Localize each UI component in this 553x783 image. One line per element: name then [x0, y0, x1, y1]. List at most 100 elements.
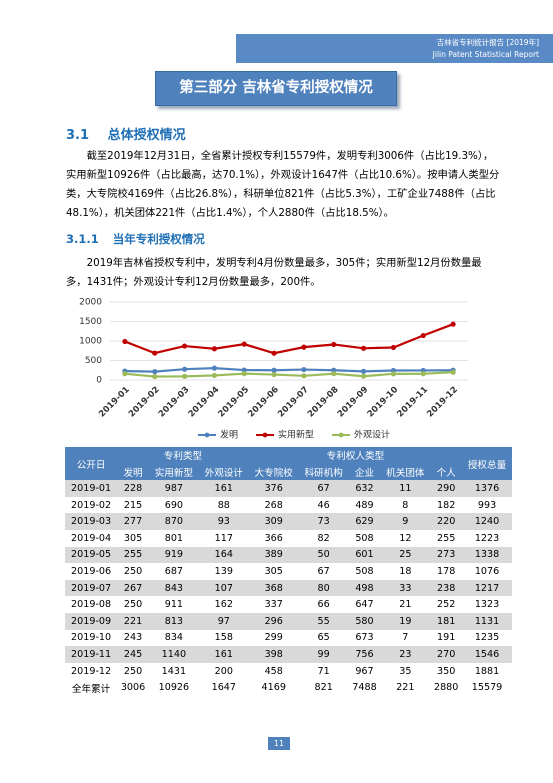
section-heading: 3.1 总体授权情况 [66, 124, 186, 143]
table-row: 2019-10 243 834 158 299 65 673 7 191 1235 [65, 630, 512, 647]
table-cell: 687 [164, 565, 184, 577]
table-cell: 9 [380, 513, 431, 530]
table-cell: 21 [399, 599, 412, 611]
table-cell: 245 [117, 646, 149, 663]
legend-label: 外观设计 [354, 429, 390, 441]
table-cell: 50 [298, 546, 349, 564]
table-cell: 305 [264, 565, 283, 577]
x-tick-label: 2019-11 [395, 385, 430, 420]
table-cell: 756 [348, 646, 381, 663]
table-cell: 2019-07 [65, 579, 118, 597]
header-cell: 实用新型 [148, 463, 199, 481]
header-title: 吉林省专利统计报告 [2019年] [436, 38, 539, 47]
table-cell: 350 [437, 665, 456, 677]
table-row: 2019-06 250 687 139 305 67 508 18 178 1076 [65, 563, 512, 580]
table-cell: 2019-08 [71, 599, 112, 611]
table-cell: 376 [248, 480, 299, 497]
table-cell: 全年累计 [71, 683, 111, 695]
point [211, 372, 218, 379]
point [152, 350, 158, 356]
table-cell: 117 [214, 532, 233, 544]
table-cell: 2019-05 [65, 546, 118, 564]
table-cell: 65 [317, 632, 330, 644]
table-cell: 629 [348, 513, 381, 530]
point [360, 373, 367, 379]
legend-marker [204, 432, 210, 438]
table-cell: 88 [217, 499, 230, 511]
table-cell: 250 [123, 665, 143, 677]
table-cell: 337 [264, 599, 283, 611]
table-cell: 71 [317, 665, 330, 677]
table-cell: 3006 [120, 682, 146, 694]
table-cell: 8 [402, 499, 409, 511]
table-cell: 1223 [474, 532, 500, 544]
point [122, 371, 128, 377]
table-cell: 162 [214, 599, 233, 611]
table-cell: 1338 [462, 546, 512, 564]
table-cell: 35 [399, 665, 412, 677]
x-tick-label: 2019-05 [216, 385, 251, 420]
header-cell: 授权总量 [462, 447, 512, 481]
x-tick-label: 2019-10 [366, 385, 401, 420]
point [301, 344, 307, 350]
table-row: 2019-01 228 987 161 376 67 632 11 290 1376 [65, 480, 512, 497]
table-cell: 1376 [462, 480, 512, 497]
table-cell: 1217 [462, 579, 512, 597]
x-tick-label: 2019-01 [97, 385, 132, 420]
x-tick-label: 2019-08 [306, 385, 341, 420]
table-cell: 273 [430, 546, 463, 564]
table-cell: 389 [248, 546, 299, 564]
table-cell: 267 [117, 579, 149, 597]
legend-marker [262, 432, 268, 438]
x-tick-label: 2019-06 [246, 385, 281, 420]
section-number: 3.1 [66, 128, 90, 143]
table-cell: 66 [317, 599, 330, 611]
point [390, 344, 397, 351]
table-cell: 821 [314, 682, 333, 694]
header-subtitle: Jilin Patent Statistical Report [432, 50, 539, 59]
table-cell: 987 [148, 480, 199, 497]
table-cell: 15579 [471, 682, 503, 694]
point [390, 371, 397, 377]
table-cell: 19 [380, 612, 431, 630]
table-cell: 632 [348, 480, 381, 497]
table-cell: 12 [399, 532, 412, 544]
table-cell: 46 [317, 499, 330, 511]
table-row: 2019-12 250 1431 200 458 71 967 35 350 1881 [65, 663, 512, 680]
table-cell: 2019-06 [71, 565, 112, 577]
subsection-title: 当年专利授权情况 [112, 232, 205, 246]
table-cell: 215 [123, 499, 143, 511]
table-row: 2019-04 305 801 117 366 82 508 12 255 1223 [65, 530, 512, 547]
table-cell: 919 [148, 546, 199, 564]
table-cell: 158 [214, 632, 233, 644]
table-row: 2019-02 215 690 88 268 46 489 8 182 993 [65, 497, 512, 514]
table-row: 2019-05 255 919 164 389 50 601 25 273 1338 [65, 546, 512, 564]
x-tick-label: 2019-07 [276, 385, 311, 420]
chart: 05001000150020002019-012019-022019-03201… [79, 298, 468, 441]
page-number: 11 [268, 737, 290, 750]
table-cell: 489 [355, 499, 374, 511]
table-cell: 255 [437, 532, 456, 544]
header-row: 公开日 专利类型 专利权人类型 授权总量 [65, 447, 512, 481]
table-cell: 67 [298, 480, 349, 497]
series-line [124, 323, 454, 355]
header-cell: 机关团体 [380, 463, 431, 481]
y-tick-label: 1000 [79, 337, 102, 347]
table-cell: 7 [402, 632, 409, 644]
table-cell: 508 [355, 532, 374, 544]
table-cell: 55 [298, 612, 349, 630]
table-cell: 993 [477, 499, 497, 511]
point [301, 373, 307, 379]
header-cell: 专利权人类型 [248, 447, 463, 464]
point [271, 350, 277, 356]
table-cell: 305 [123, 532, 143, 544]
table-cell: 834 [164, 632, 184, 644]
table-cell: 67 [317, 565, 330, 577]
legend-label: 实用新型 [278, 429, 314, 441]
table-cell: 801 [164, 532, 184, 544]
table-row: 2019-09 221 813 97 296 55 580 19 181 1131 [65, 612, 512, 630]
table-row: 2019-03 277 870 93 309 73 629 9 220 1240 [65, 513, 512, 530]
table-cell: 2019-09 [65, 612, 118, 630]
point [360, 345, 367, 351]
